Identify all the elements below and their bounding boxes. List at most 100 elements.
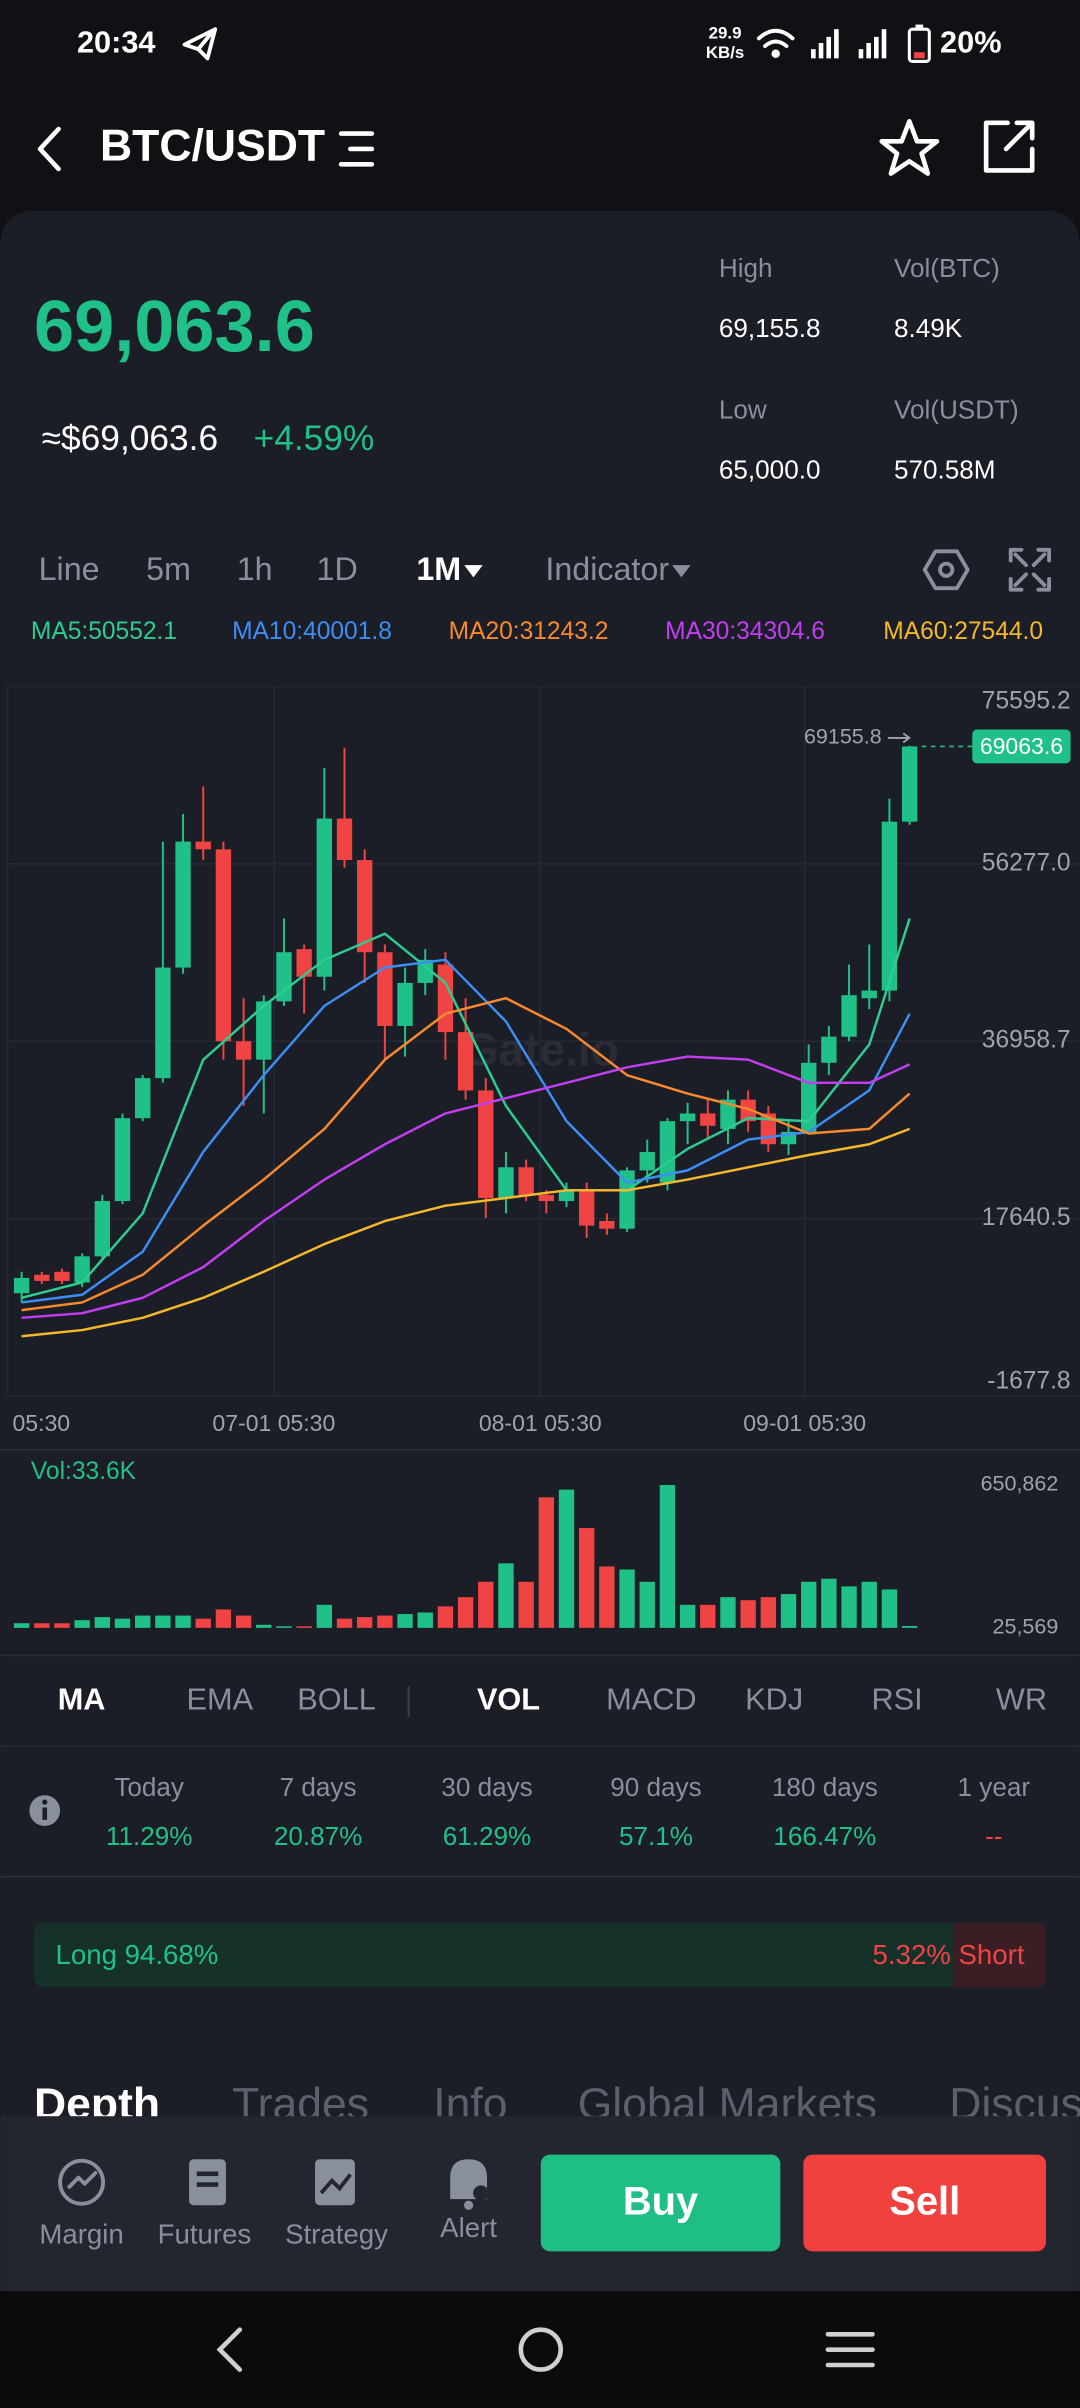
timeframe-tab[interactable]: Indicator xyxy=(545,551,669,587)
dropdown-caret xyxy=(464,565,483,578)
sell-label[interactable]: Sell xyxy=(889,2179,960,2223)
short-ratio: 5.32% Short xyxy=(872,1939,1024,1970)
nav-label[interactable]: Strategy xyxy=(285,2218,388,2249)
last-price: 69,063.6 xyxy=(34,287,315,367)
indicator-tab[interactable]: KDJ xyxy=(745,1682,803,1717)
indicator-tab[interactable]: EMA xyxy=(187,1682,254,1717)
indicator-tab[interactable]: MA xyxy=(58,1682,106,1717)
volume-bar xyxy=(861,1581,877,1628)
usd-price: ≈$69,063.6 xyxy=(42,419,218,458)
futures-icon[interactable] xyxy=(189,2159,226,2206)
volume-bar xyxy=(235,1615,252,1628)
system-nav xyxy=(0,2291,1080,2408)
period-change: 11.29% xyxy=(106,1821,193,1851)
candle-body xyxy=(417,959,433,983)
volume-bar xyxy=(579,1528,595,1628)
candle-body xyxy=(841,995,857,1037)
ma-legend: MA20:31243.2 xyxy=(449,618,609,645)
volume-bar xyxy=(296,1626,312,1628)
timeframe-tab[interactable]: 1M xyxy=(416,551,461,587)
candle-body xyxy=(34,1274,50,1281)
pair-list-icon[interactable] xyxy=(338,131,375,167)
timeframe-tab[interactable]: Line xyxy=(39,551,100,587)
candle-body xyxy=(195,841,211,850)
volume-bar xyxy=(881,1589,898,1628)
last-price-tag xyxy=(972,729,1071,764)
ma-line xyxy=(21,918,911,1300)
y-tick-label: 17640.5 xyxy=(982,1204,1071,1231)
nav-label[interactable]: Futures xyxy=(158,2218,252,2249)
stat-value: 8.49K xyxy=(894,313,963,343)
timeframe-tab[interactable]: 1D xyxy=(317,551,358,587)
alert-icon[interactable] xyxy=(450,2159,489,2210)
volume-bar xyxy=(215,1609,232,1628)
back-button[interactable] xyxy=(37,126,61,172)
share-button[interactable] xyxy=(983,120,1035,173)
candle-body xyxy=(336,818,353,861)
ma-line xyxy=(21,958,911,1304)
candle-body xyxy=(518,1167,534,1195)
system-home[interactable] xyxy=(518,2327,564,2372)
strategy-icon[interactable] xyxy=(315,2159,355,2206)
period-label: 180 days xyxy=(772,1772,878,1802)
x-tick-label: 05:30 xyxy=(12,1410,70,1436)
volume-bar xyxy=(195,1618,211,1628)
indicator-tab[interactable]: BOLL xyxy=(297,1682,376,1717)
long-bar xyxy=(33,1922,1047,1988)
candle-body xyxy=(579,1190,595,1226)
volume-bar xyxy=(901,1626,918,1628)
volume-bar xyxy=(437,1606,454,1628)
indicator-tab[interactable]: MACD xyxy=(606,1682,696,1717)
ma-legend: MA5:50552.1 xyxy=(31,618,177,645)
indicator-tab[interactable]: WR xyxy=(996,1682,1047,1717)
candle-body xyxy=(538,1194,555,1202)
timeframe-tab[interactable]: 5m xyxy=(146,551,191,587)
nav-label[interactable]: Margin xyxy=(39,2218,123,2249)
period-change: 57.1% xyxy=(619,1821,693,1851)
candle-body xyxy=(215,849,232,1042)
period-label: 90 days xyxy=(610,1772,701,1802)
buy-label[interactable]: Buy xyxy=(623,2179,698,2223)
stat-label: Vol(BTC) xyxy=(894,253,1000,283)
nav-label[interactable]: Alert xyxy=(440,2212,497,2243)
stat-label: High xyxy=(719,253,773,283)
volume-bar xyxy=(740,1600,756,1628)
favorite-button[interactable] xyxy=(879,119,940,176)
candle-body xyxy=(256,1001,272,1060)
y-tick-label: 56277.0 xyxy=(982,849,1071,876)
pair-title[interactable]: BTC/USDT xyxy=(100,122,325,171)
indicator-tab[interactable]: RSI xyxy=(871,1682,922,1717)
candle-body xyxy=(679,1113,696,1122)
stat-label: Vol(USDT) xyxy=(894,394,1019,424)
margin-icon[interactable] xyxy=(58,2158,106,2206)
ma-legend: MA30:34304.6 xyxy=(665,618,825,645)
candle-body xyxy=(498,1167,514,1199)
timeframe-tab[interactable]: 1h xyxy=(237,551,273,587)
sell-button[interactable] xyxy=(803,2154,1047,2252)
buy-button[interactable] xyxy=(540,2154,781,2252)
settings-icon[interactable] xyxy=(922,549,970,591)
fullscreen-icon[interactable] xyxy=(1008,547,1052,592)
volume-tick-label: 25,569 xyxy=(993,1615,1059,1639)
candle-body xyxy=(457,1032,474,1091)
system-back[interactable] xyxy=(216,2327,243,2372)
candle-body xyxy=(94,1201,111,1257)
high-marker-arrow xyxy=(887,732,911,744)
system-menu[interactable] xyxy=(825,2331,875,2368)
candle-body xyxy=(659,1121,676,1183)
volume-bar xyxy=(841,1586,857,1628)
signal-icon xyxy=(811,29,887,59)
volume-bar xyxy=(780,1594,797,1628)
candle-body xyxy=(478,1090,494,1199)
stat-label: Low xyxy=(719,394,767,424)
info-icon[interactable] xyxy=(29,1795,61,1826)
stat-value: 65,000.0 xyxy=(719,454,821,484)
volume-bar xyxy=(679,1604,696,1628)
candle-body xyxy=(54,1271,70,1281)
indicator-tab[interactable]: VOL xyxy=(477,1682,540,1717)
high-marker-label: 69155.8 xyxy=(804,725,882,749)
candle-body xyxy=(901,746,918,822)
volume-bar xyxy=(54,1623,70,1628)
period-label: 7 days xyxy=(280,1772,357,1802)
